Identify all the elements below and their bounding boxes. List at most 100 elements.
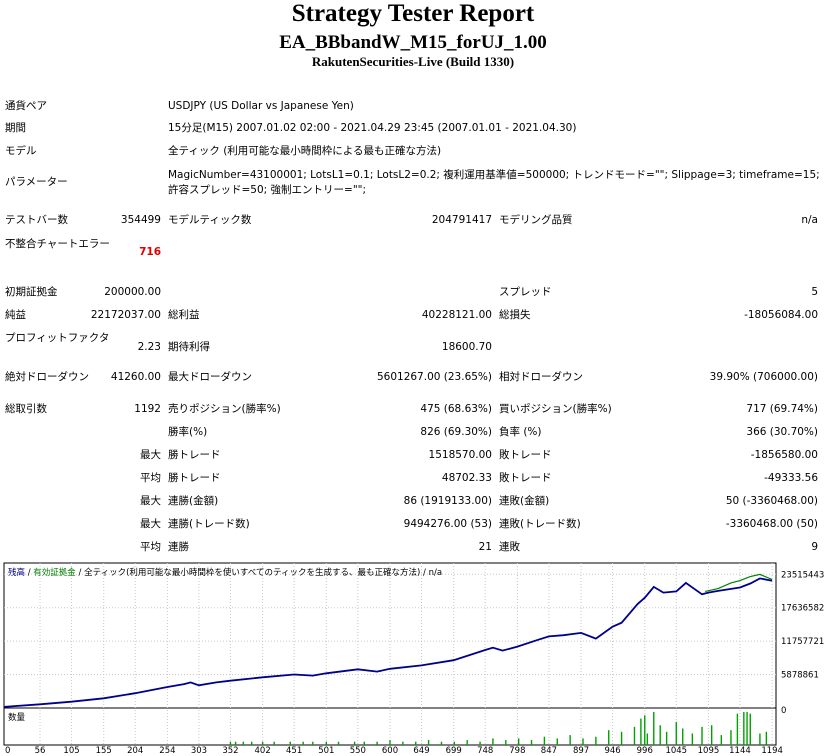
payoff-label: 期待利得 <box>168 341 210 353</box>
avg-cons-wins-value: 21 <box>478 541 492 553</box>
params-value: MagicNumber=43100001; LotsL1=0.1; LotsL2… <box>168 169 820 196</box>
spread-label: スプレッド <box>499 286 552 298</box>
symbol-label: 通貨ペア <box>5 100 47 112</box>
x-tick-label: 798 <box>509 746 525 756</box>
legend-quality: n/a <box>429 568 442 578</box>
x-tick-label: 748 <box>477 746 493 756</box>
x-tick-label: 56 <box>35 746 46 756</box>
pf-label: プロフィットファクタ <box>5 332 110 344</box>
rel-dd-label: 相対ドローダウン <box>499 371 583 383</box>
largest-loss-label: 敗トレード <box>499 449 552 461</box>
equity-line <box>705 573 773 592</box>
legend-equity: 有効証拠金 <box>33 567 76 578</box>
period-label: 期間 <box>5 122 26 134</box>
deposit-label: 初期証拠金 <box>5 286 58 298</box>
gross-profit-value: 40228121.00 <box>421 309 492 321</box>
x-tick-label: 0 <box>5 746 10 756</box>
legend-balance: 残高 <box>8 567 25 578</box>
max-prefix-3: 最大 <box>140 518 161 530</box>
trades-label: 総取引数 <box>5 403 47 415</box>
x-tick-label: 550 <box>350 746 366 756</box>
rel-dd-value: 39.90% (706000.00) <box>709 371 818 383</box>
long-label: 買いポジション(勝率%) <box>499 403 612 415</box>
ticks-label: モデルティック数 <box>168 214 252 226</box>
x-tick-label: 996 <box>637 746 653 756</box>
x-tick-label: 105 <box>63 746 79 756</box>
largest-win-label: 勝トレード <box>168 449 221 461</box>
short-label: 売りポジション(勝率%) <box>168 403 281 415</box>
deposit-value: 200000.00 <box>104 286 161 298</box>
x-tick-label: 649 <box>413 746 429 756</box>
y-axis-labels: 0 5878861 11757721 17636582 23515443 <box>781 570 824 716</box>
symbol-value: USDJPY (US Dollar vs Japanese Yen) <box>168 100 354 112</box>
ea-name: EA_BBbandW_M15_forUJ_1.00 <box>279 32 547 53</box>
x-tick-label: 254 <box>159 746 175 756</box>
quality-value: n/a <box>801 214 818 226</box>
volume-bars <box>229 712 768 745</box>
model-value: 全ティック (利用可能な最小時間枠による最も正確な方法) <box>168 145 442 157</box>
report-title: Strategy Tester Report <box>291 0 535 27</box>
x-tick-label: 897 <box>573 746 589 756</box>
chart-grid <box>4 563 776 745</box>
gross-loss-value: -18056084.00 <box>744 309 818 321</box>
avg-cons-losses-value: 9 <box>811 541 818 553</box>
largest-loss-value: -1856580.00 <box>750 449 818 461</box>
x-tick-label: 501 <box>318 746 334 756</box>
max-cons-loss-value: -3360468.00 (50) <box>725 518 818 530</box>
avg-win-value: 48702.33 <box>441 472 492 484</box>
avg-prefix-2: 平均 <box>140 541 161 553</box>
y-tick-label: 0 <box>781 706 786 716</box>
x-tick-label: 847 <box>541 746 557 756</box>
pf-value: 2.23 <box>137 341 161 353</box>
avg-prefix-1: 平均 <box>140 472 161 484</box>
model-label: モデル <box>5 145 37 157</box>
x-tick-label: 1045 <box>665 746 687 756</box>
y-tick-label: 11757721 <box>781 637 824 647</box>
avg-loss-value: -49333.56 <box>764 472 818 484</box>
max-cons-profit-label: 連勝(トレード数) <box>168 518 250 530</box>
legend-model: 全ティック(利用可能な最小時間枠を使いすべてのティックを生成する、最も正確な方法… <box>84 567 420 578</box>
balance-chart: 0 5878861 11757721 17636582 23515443 0 56 105 1… <box>3 562 824 756</box>
x-tick-label: 600 <box>382 746 398 756</box>
x-tick-label: 402 <box>255 746 271 756</box>
max-cons-loss-label: 連敗(トレード数) <box>499 518 581 530</box>
long-value: 717 (69.74%) <box>746 403 818 415</box>
trades-value: 1192 <box>134 403 161 415</box>
params-label: パラメーター <box>5 176 68 188</box>
legend-sep-3: / <box>420 568 428 578</box>
volume-label: 数量 <box>8 712 26 723</box>
balance-line <box>3 577 773 708</box>
chart-legend: 残高 / 有効証拠金 / 全ティック(利用可能な最小時間枠を使いすべてのティック… <box>8 567 442 578</box>
gross-loss-label: 総損失 <box>499 309 531 321</box>
max-cons-losses-label: 連敗(金額) <box>499 495 550 507</box>
server-name: RakutenSecurities-Live (Build 1330) <box>311 54 515 69</box>
mismatch-value: 716 <box>139 246 161 258</box>
abs-dd-label: 絶対ドローダウン <box>5 371 89 383</box>
max-prefix-2: 最大 <box>140 495 161 507</box>
x-tick-label: 204 <box>127 746 143 756</box>
x-axis-labels: 0 56 105 155 204 254 303 352 402 451 501 550 600 649 6… <box>5 746 783 756</box>
net-label: 純益 <box>5 309 26 321</box>
mismatch-label: 不整合チャートエラー <box>5 238 110 250</box>
gross-profit-label: 総利益 <box>168 309 200 321</box>
avg-loss-label: 敗トレード <box>499 472 552 484</box>
x-tick-label: 155 <box>96 746 112 756</box>
short-value: 475 (68.63%) <box>420 403 492 415</box>
legend-sep-1: / <box>25 568 33 578</box>
x-tick-label: 699 <box>446 746 462 756</box>
spread-value: 5 <box>811 286 818 298</box>
y-tick-label: 5878861 <box>781 671 819 681</box>
chart-lines <box>3 573 773 708</box>
max-cons-wins-label: 連勝(金額) <box>168 495 219 507</box>
x-tick-label: 1095 <box>698 746 720 756</box>
winrate-value: 826 (69.30%) <box>420 426 492 438</box>
x-tick-label: 352 <box>222 746 238 756</box>
bars-value: 354499 <box>120 214 161 226</box>
largest-win-value: 1518570.00 <box>428 449 492 461</box>
avg-cons-wins-label: 連勝 <box>168 541 189 553</box>
y-tick-label: 23515443 <box>781 570 824 580</box>
x-tick-label: 303 <box>191 746 207 756</box>
legend-sep-2: / <box>76 568 84 578</box>
net-value: 22172037.00 <box>90 309 161 321</box>
lossrate-label: 負率 (%) <box>499 426 542 438</box>
